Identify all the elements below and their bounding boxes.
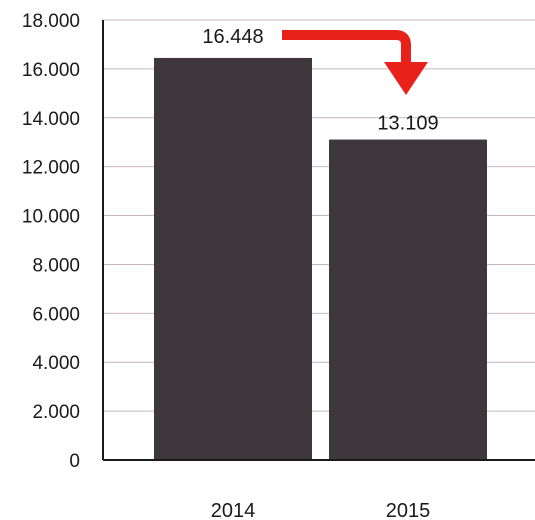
y-tick-label: 6.000 xyxy=(32,304,80,325)
x-tick-label: 2014 xyxy=(211,500,256,520)
bars xyxy=(154,57,487,461)
bar-2014 xyxy=(154,57,312,461)
y-tick-label: 0 xyxy=(69,451,80,472)
y-tick-label: 16.000 xyxy=(22,60,80,81)
x-tick-label: 2015 xyxy=(386,500,431,520)
y-tick-labels: 0 2.000 4.000 6.000 8.000 10.000 12.000 14.000 1… xyxy=(22,11,80,472)
y-tick-label: 14.000 xyxy=(22,109,80,130)
y-tick-label: 2.000 xyxy=(32,402,80,423)
y-tick-label: 4.000 xyxy=(32,353,80,374)
y-tick-label: 8.000 xyxy=(32,255,80,276)
data-label: 13.109 xyxy=(377,113,438,135)
axes xyxy=(102,20,535,461)
arrow-head xyxy=(384,62,428,95)
bar-2015 xyxy=(329,139,487,460)
arrow-shaft xyxy=(282,30,411,66)
y-tick-label: 12.000 xyxy=(22,158,80,179)
decrease-arrow xyxy=(282,30,428,95)
y-tick-label: 10.000 xyxy=(22,207,80,228)
y-tick-label: 18.000 xyxy=(22,11,80,32)
data-labels: 16.448 13.109 xyxy=(202,26,438,135)
data-label: 16.448 xyxy=(202,26,263,48)
x-tick-labels: 2014 2015 xyxy=(211,500,431,520)
